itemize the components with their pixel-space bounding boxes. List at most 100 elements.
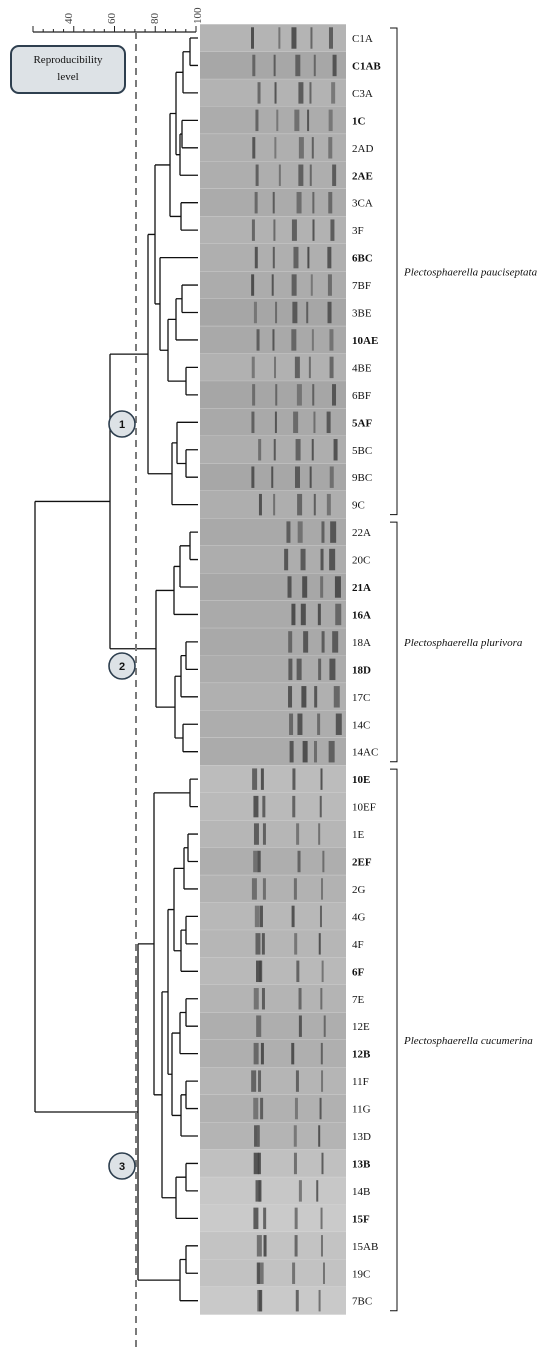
gel-band <box>274 356 277 379</box>
scale-tick-label: 40 <box>63 13 75 25</box>
gel-band <box>263 1235 267 1257</box>
gel-band <box>294 356 300 379</box>
gel-band <box>284 548 289 571</box>
strain-label: 10EF <box>352 802 376 814</box>
gel-band <box>253 1207 259 1230</box>
gel-band <box>297 493 303 516</box>
gel-band <box>335 713 342 735</box>
tree-branch <box>189 531 198 561</box>
gel-band <box>255 109 259 132</box>
tree-branch <box>167 908 174 1075</box>
strain-label: 7BF <box>352 280 371 292</box>
gel-band <box>320 548 324 571</box>
gel-band <box>289 740 294 763</box>
gel-band <box>332 384 337 406</box>
strain-label: 5AF <box>352 417 372 429</box>
gel-band <box>258 493 262 516</box>
gel-band <box>263 1207 267 1230</box>
gel-lane <box>200 353 346 382</box>
gel-band <box>254 246 258 269</box>
gel-band <box>293 1125 297 1147</box>
gel-band <box>261 933 265 955</box>
gel-band <box>334 576 341 598</box>
gel-lane <box>200 875 346 904</box>
gel-band <box>295 1289 299 1312</box>
gel-band <box>252 137 256 159</box>
gel-band <box>252 54 256 77</box>
gel-band <box>256 329 260 351</box>
gel-band <box>278 27 281 49</box>
gel-band <box>251 411 255 434</box>
gel-lane <box>200 106 346 135</box>
strain-label: 14AC <box>352 747 378 759</box>
tree-branch <box>161 991 176 1199</box>
strain-label: 18A <box>352 637 371 649</box>
strain-label: 3CA <box>352 198 373 210</box>
cluster-node-label: 3 <box>119 1161 125 1173</box>
strain-label: C1AB <box>352 60 381 72</box>
cluster-node-1 <box>108 410 136 438</box>
gel-band <box>255 933 261 955</box>
gel-band <box>332 164 337 186</box>
gel-band <box>320 768 323 790</box>
strain-label: 2G <box>352 884 366 896</box>
gel-band <box>293 878 297 900</box>
gel-band <box>251 27 254 49</box>
gel-band <box>257 82 261 104</box>
tree-branch <box>180 654 198 698</box>
gel-band <box>259 960 263 983</box>
gel-band <box>310 27 313 49</box>
gel-lane <box>200 820 346 849</box>
gel-band <box>253 988 259 1010</box>
gel-band <box>307 246 310 269</box>
gel-band <box>308 356 311 379</box>
gel-band <box>276 109 279 132</box>
gel-band <box>323 1015 326 1037</box>
gel-band <box>291 1042 295 1065</box>
gel-band <box>252 768 258 790</box>
strain-label: 19C <box>352 1268 370 1280</box>
gel-band <box>291 274 297 296</box>
tree-branch <box>155 589 175 708</box>
tree-branch <box>175 1176 198 1219</box>
tree-branch <box>185 1162 198 1192</box>
gel-band <box>318 933 321 955</box>
gel-band <box>296 960 300 983</box>
gel-band <box>316 1180 319 1202</box>
gel-band <box>293 411 299 434</box>
gel-lane <box>200 161 346 190</box>
tree-branch <box>171 442 198 506</box>
gel-band <box>333 686 340 708</box>
gel-band <box>332 631 339 653</box>
tree-branch <box>189 37 198 67</box>
gel-band <box>297 521 303 543</box>
gel-band <box>335 603 342 626</box>
gel-band <box>309 164 312 186</box>
gel-band <box>300 603 306 626</box>
gel-band <box>311 329 314 351</box>
gel-band <box>294 1097 298 1120</box>
strain-label: 4G <box>352 911 366 923</box>
gel-band <box>272 246 275 269</box>
gel-band <box>256 1015 260 1037</box>
gel-lane <box>200 683 346 712</box>
gel-band <box>256 1125 260 1147</box>
gel-band <box>288 686 293 708</box>
gel-band <box>253 1097 259 1120</box>
gel-band <box>262 823 266 845</box>
gel-band <box>298 1180 302 1202</box>
gel-band <box>303 631 309 653</box>
gel-band <box>292 768 296 790</box>
gel-band <box>298 137 304 159</box>
tree-branch <box>173 565 198 616</box>
gel-lane <box>200 655 346 684</box>
strain-label: 21A <box>352 582 371 594</box>
gel-band <box>273 439 276 461</box>
gel-band <box>251 274 255 296</box>
gel-band <box>293 1152 297 1175</box>
gel-band <box>291 27 297 49</box>
gel-band <box>253 1152 259 1175</box>
gel-band <box>293 246 299 269</box>
strain-label: 2AD <box>352 143 373 155</box>
gel-band <box>312 219 315 241</box>
